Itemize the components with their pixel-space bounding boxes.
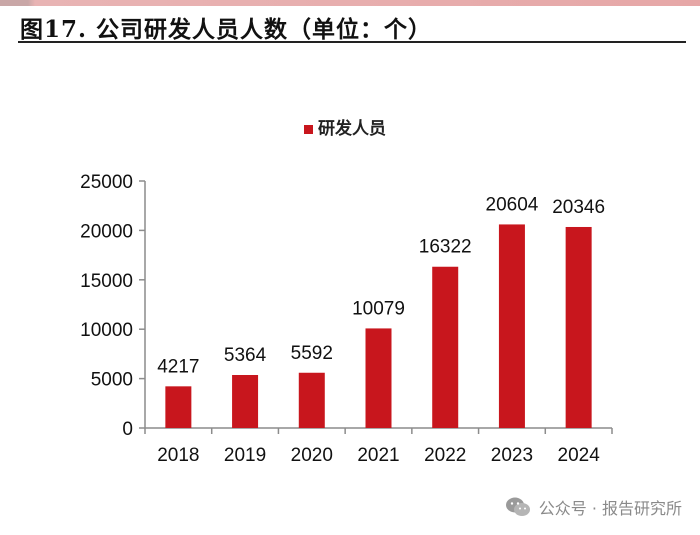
x-tick-label: 2023 xyxy=(491,445,533,466)
y-tick-label: 15000 xyxy=(80,271,133,292)
data-labels: 4217 5364 5592 10079 16322 20604 20346 xyxy=(157,194,605,377)
bar xyxy=(232,375,259,428)
data-label: 20346 xyxy=(552,197,605,218)
bar xyxy=(432,266,459,428)
data-label: 5592 xyxy=(291,343,333,364)
legend-label: 研发人员 xyxy=(318,118,386,139)
chart-legend: 研发人员 xyxy=(304,118,386,139)
bar xyxy=(565,226,592,428)
x-tick-label: 2020 xyxy=(291,445,333,466)
title-divider xyxy=(18,41,686,43)
y-tick-label: 25000 xyxy=(80,172,133,193)
y-tick-label: 5000 xyxy=(91,370,133,391)
watermark-text: 公众号 · 报告研究所 xyxy=(538,499,682,518)
y-tick-label: 10000 xyxy=(80,320,133,341)
y-axis: 0 5000 10000 15000 20000 25000 xyxy=(80,172,146,440)
bar xyxy=(498,224,525,428)
data-label: 10079 xyxy=(352,298,405,319)
bar xyxy=(365,328,392,428)
x-tick-label: 2018 xyxy=(157,445,199,466)
top-accent-bar xyxy=(0,0,700,6)
figure-title: 图17. 公司研发人员人数（单位：个） xyxy=(20,16,433,43)
y-tick-label: 20000 xyxy=(80,221,133,242)
bar xyxy=(298,372,325,428)
bar xyxy=(165,386,192,428)
x-tick-label: 2021 xyxy=(357,445,399,466)
data-label: 20604 xyxy=(486,194,539,215)
watermark: 公众号 · 报告研究所 xyxy=(505,495,682,519)
data-label: 16322 xyxy=(419,237,472,258)
y-tick-label: 0 xyxy=(122,419,133,440)
x-tick-label: 2022 xyxy=(424,445,466,466)
x-tick-label: 2024 xyxy=(558,445,601,466)
wechat-icon xyxy=(505,497,530,516)
data-label: 4217 xyxy=(157,356,199,377)
bar-series xyxy=(165,224,592,428)
legend-swatch xyxy=(304,125,313,134)
x-axis: 2018 2019 2020 2021 2022 2023 2024 xyxy=(144,427,613,466)
data-label: 5364 xyxy=(224,345,267,366)
x-tick-label: 2019 xyxy=(224,445,266,466)
